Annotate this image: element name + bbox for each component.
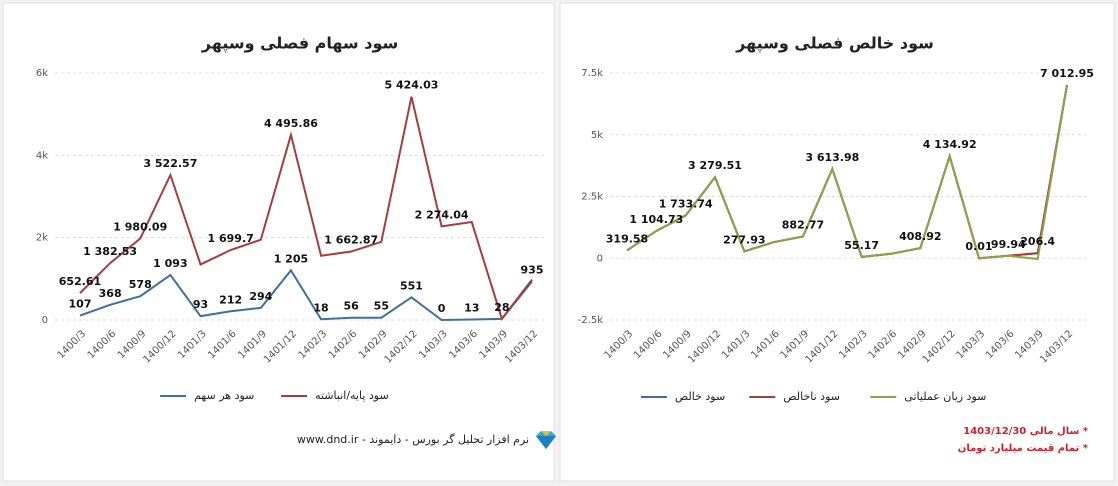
data-label: 5 424.03 <box>384 79 438 92</box>
source: نرم افزار تحلیل گر بورس - دایموند - www.… <box>297 433 529 446</box>
data-label: 93 <box>193 298 208 311</box>
chart-title: سود خالص فصلی وسپهر <box>735 34 934 54</box>
data-label: 3 522.57 <box>143 157 197 170</box>
data-label: 4 495.86 <box>264 117 318 130</box>
data-label: 107 <box>69 298 92 311</box>
data-label: 99.94 <box>991 238 1026 251</box>
data-label: 1 699.7 <box>208 232 254 245</box>
data-label: 3 613.98 <box>805 151 859 164</box>
data-label: 1 104.73 <box>629 213 683 226</box>
data-label: 56 <box>344 300 360 313</box>
data-label: 2 274.04 <box>415 208 469 221</box>
data-label: 4 134.92 <box>923 138 977 151</box>
data-label: 294 <box>249 290 272 303</box>
data-label: 1 733.74 <box>659 197 713 210</box>
data-label: 1 980.09 <box>113 220 167 233</box>
y-tick-label: 0 <box>42 315 48 326</box>
data-label: 212 <box>219 293 242 306</box>
data-label: 319.58 <box>606 232 648 245</box>
data-label: 1 205 <box>274 252 308 265</box>
note: * سال مالی 1403/12/30 <box>963 426 1088 437</box>
data-label: 13 <box>464 301 479 314</box>
y-tick-label: 2.5k <box>581 192 603 203</box>
data-label: 3 279.51 <box>688 159 742 172</box>
legend-label: سود هر سهم <box>194 389 254 402</box>
card <box>2 2 555 482</box>
data-label: 277.93 <box>723 233 765 246</box>
data-label: 7 012.95 <box>1040 67 1094 80</box>
data-label: 652.61 <box>59 275 101 288</box>
legend-label: سود خالص <box>675 390 725 403</box>
data-label: 55.17 <box>844 239 879 252</box>
data-label: 18 <box>313 301 328 314</box>
y-tick-label: 5k <box>591 130 603 141</box>
y-tick-label: 7.5k <box>581 68 603 79</box>
chart-title: سود سهام فصلی وسپهر <box>201 34 398 54</box>
data-label: 0 <box>438 302 446 315</box>
data-label: 1 382.53 <box>83 245 137 258</box>
legend-label: سود زیان عملیاتی <box>904 390 986 403</box>
data-label: 206.4 <box>1020 235 1055 248</box>
y-tick-label: -2.5k <box>578 315 604 326</box>
note: * تمام قیمت میلیارد تومان <box>957 443 1088 454</box>
data-label: 935 <box>521 264 544 277</box>
series-line <box>626 84 1068 261</box>
data-label: 551 <box>400 279 423 292</box>
y-tick-label: 2k <box>36 233 48 244</box>
diamond-icon <box>536 431 556 449</box>
data-label: 1 662.87 <box>324 234 378 247</box>
legend-label: سود ناخالص <box>783 390 840 403</box>
data-label: 368 <box>99 287 122 300</box>
data-label: 28 <box>494 301 509 314</box>
series-line <box>79 96 533 321</box>
data-label: 882.77 <box>782 218 824 231</box>
card <box>559 2 1115 482</box>
data-label: 55 <box>374 300 389 313</box>
series-line <box>79 268 533 322</box>
data-label: 578 <box>129 278 152 291</box>
y-tick-label: 4k <box>36 150 48 161</box>
y-tick-label: 0 <box>597 253 603 264</box>
data-label: 1 093 <box>153 257 187 270</box>
y-tick-label: 6k <box>36 68 48 79</box>
legend-label: سود پایه/انباشته <box>315 389 389 402</box>
data-label: 0.01 <box>965 240 992 253</box>
data-label: 408.92 <box>899 230 941 243</box>
